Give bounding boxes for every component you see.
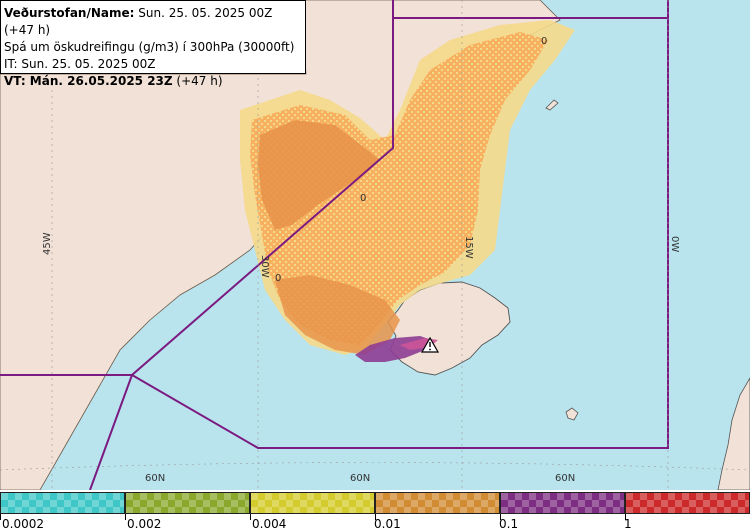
legend-label-5: 0.1 — [499, 517, 519, 531]
lon-label-0w: 0W — [669, 236, 680, 252]
legend-label-3: 0.004 — [252, 517, 287, 531]
lat-label-2: 60N — [350, 473, 370, 484]
lat-label-1: 60N — [145, 473, 165, 484]
legend-label-6: 1 — [624, 517, 632, 531]
contour-label-2: 0 — [360, 193, 366, 204]
concentration-legend: 0.0002 0.002 0.004 0.01 0.1 1 — [0, 490, 750, 532]
valid-time-line: VT: Mán. 26.05.2025 23Z (+47 h) — [4, 74, 223, 88]
lon-label-45w: 45W — [42, 232, 53, 255]
issuer-line: Veðurstofan/Name: Sun. 25. 05. 2025 00Z … — [4, 6, 273, 37]
legend-label-4: 0.01 — [374, 517, 401, 531]
jan-mayen — [545, 99, 559, 111]
legend-swatch-1 — [0, 492, 125, 514]
legend-swatch-6 — [625, 492, 750, 514]
graticule — [0, 0, 750, 490]
legend-label-1: 0.0002 — [2, 517, 44, 531]
issue-time-line: IT: Sun. 25. 05. 2025 00Z — [4, 57, 156, 71]
contour-label-3: 0 — [275, 273, 281, 284]
forecast-info-box: Veðurstofan/Name: Sun. 25. 05. 2025 00Z … — [0, 0, 306, 88]
legend-label-2: 0.002 — [127, 517, 162, 531]
legend-swatch-3 — [250, 492, 375, 514]
legend-swatch-5 — [500, 492, 625, 514]
ash-plume-mid — [250, 32, 548, 345]
volcano-warning-icon — [420, 336, 440, 353]
product-line: Spá um öskudreifingu (g/m3) í 300hPa (30… — [4, 40, 295, 54]
contour-label-1: 0 — [541, 36, 547, 47]
faroe-islands — [565, 407, 579, 421]
legend-swatch-2 — [125, 492, 250, 514]
ash-plume-high — [258, 120, 380, 230]
lat-label-3: 60N — [555, 473, 575, 484]
ash-plume-high-south — [275, 275, 400, 355]
norway-landmass — [717, 377, 750, 490]
legend-swatch-4 — [375, 492, 500, 514]
lon-label-15w: 15W — [463, 236, 474, 259]
ash-dispersion-map: 45W 30W 15W 0W 60N 60N 60N 0 0 0 — [0, 0, 750, 490]
lon-label-30w: 30W — [259, 255, 270, 278]
